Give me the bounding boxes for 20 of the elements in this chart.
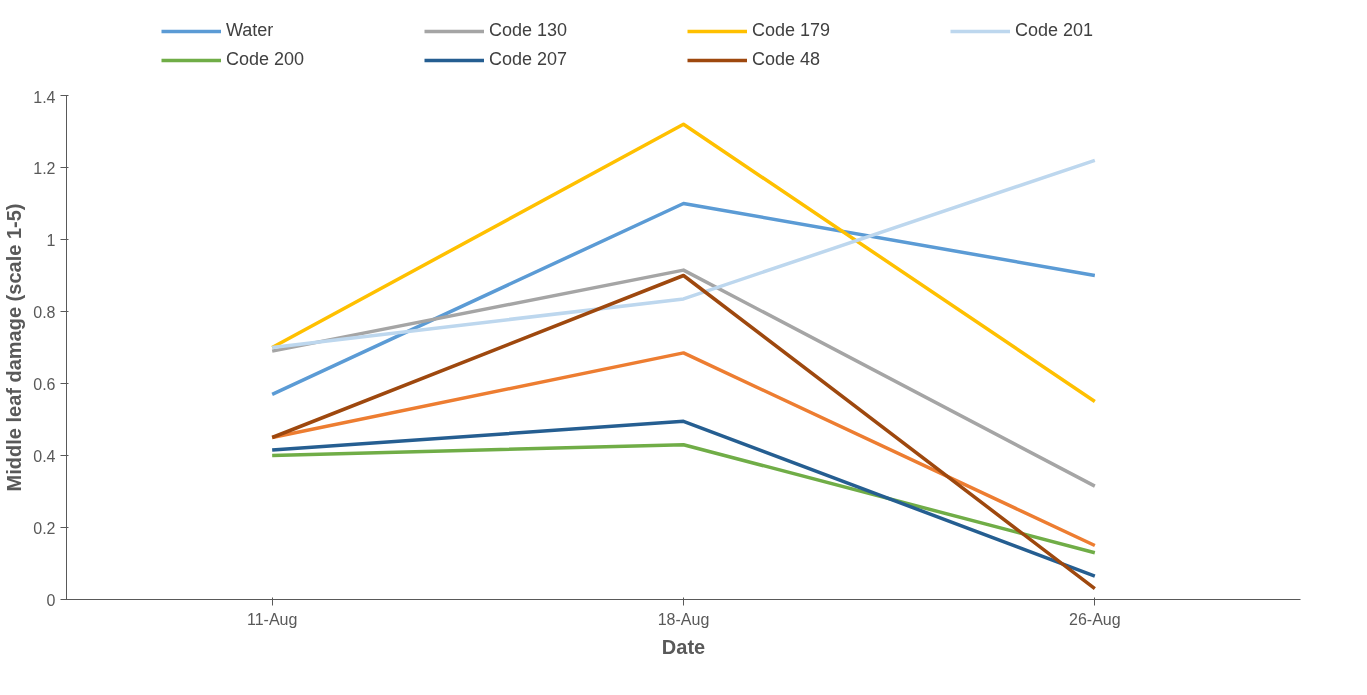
y-tick-label: 1.2	[33, 159, 56, 177]
y-tick-label: 0.6	[33, 375, 56, 393]
legend-label: Code 130	[489, 20, 569, 41]
legend-label: Code 179	[752, 20, 832, 41]
legend-label: Code 200	[226, 49, 306, 70]
legend-label: Code 201	[1015, 20, 1095, 41]
legend-label: Code 48	[752, 49, 822, 70]
y-tick-label: 0.8	[33, 303, 56, 321]
x-axis-title: Date	[661, 635, 706, 658]
y-tick-label: 1.4	[33, 88, 56, 106]
x-tick-label: 26-Aug	[1069, 610, 1121, 628]
legend-label: Code 207	[489, 49, 569, 70]
y-tick-label: 0.4	[33, 447, 56, 465]
y-axis-title: Middle leaf damage (scale 1-5)	[3, 203, 26, 492]
x-tick-label: 18-Aug	[657, 610, 710, 628]
y-tick-label: 0.2	[33, 519, 56, 537]
y-tick-label: 1	[46, 231, 56, 249]
legend-label: Water	[226, 20, 275, 41]
x-tick-label: 11-Aug	[246, 610, 298, 628]
y-tick-label: 0	[46, 591, 56, 609]
